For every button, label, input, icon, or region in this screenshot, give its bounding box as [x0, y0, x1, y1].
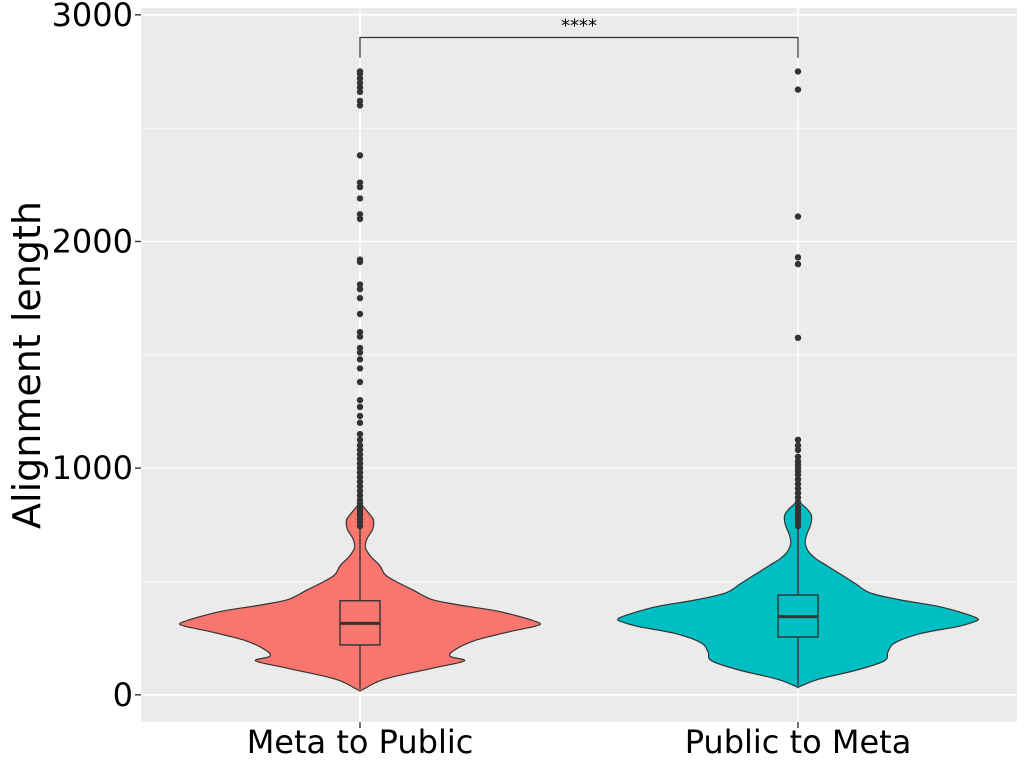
outlier-point: [356, 215, 364, 222]
outlier-point: [356, 483, 364, 490]
outlier-point: [356, 328, 364, 336]
outlier-point: [356, 281, 364, 288]
outlier-point: [794, 86, 802, 93]
outlier-point: [794, 494, 802, 501]
outlier-point: [356, 285, 364, 293]
outlier-point: [794, 480, 802, 488]
outlier-point: [356, 442, 364, 449]
outlier-point: [356, 84, 364, 91]
outlier-point: [794, 458, 802, 465]
bracket-line: [359, 36, 799, 58]
outlier-point: [356, 68, 364, 75]
outlier-point: [794, 68, 802, 75]
outlier-point: [356, 419, 364, 426]
outlier-point: [356, 492, 364, 499]
y-tick-label: 1000: [52, 449, 133, 487]
outlier-point: [794, 213, 802, 220]
outlier-point: [356, 79, 364, 87]
outlier-point: [356, 474, 364, 481]
x-tick-label: Meta to Public: [247, 723, 474, 761]
outlier-point: [356, 152, 364, 159]
y-axis: 0 1000 2000 3000: [52, 0, 141, 714]
outlier-point: [794, 489, 802, 497]
outlier-point: [356, 464, 364, 472]
outlier-point: [356, 487, 364, 494]
outlier-point: [794, 446, 802, 454]
outlier-point: [794, 442, 802, 449]
y-axis-title: Alignment length: [5, 201, 49, 529]
outlier-point: [356, 446, 364, 454]
y-tick-label: 3000: [52, 0, 133, 34]
outlier-point: [794, 485, 802, 492]
outlier-point: [356, 403, 364, 411]
significance-bracket: ****: [359, 15, 799, 58]
outlier-point: [356, 436, 364, 443]
outlier-point: [356, 256, 364, 263]
outlier-point: [794, 498, 802, 506]
outlier-point: [356, 378, 364, 386]
outlier-point: [356, 412, 364, 420]
outlier-point: [356, 496, 364, 504]
outlier-point: [356, 396, 364, 404]
outlier-point: [356, 195, 364, 202]
y-tick-label: 0: [113, 676, 133, 714]
outlier-point: [356, 451, 364, 458]
outlier-point: [794, 254, 802, 261]
outlier-point: [356, 478, 364, 485]
outlier-point: [794, 476, 802, 483]
outlier-point: [356, 344, 364, 352]
outlier-point: [794, 453, 802, 460]
outlier-point: [356, 365, 364, 372]
outlier-point: [356, 183, 364, 191]
y-tick-label: 2000: [52, 222, 133, 260]
x-axis: Meta to Public Public to Meta: [247, 722, 912, 761]
outlier-point: [356, 88, 364, 96]
outlier-point: [794, 334, 802, 341]
significance-label: ****: [561, 15, 597, 36]
outlier-point: [794, 503, 802, 510]
outlier-point: [356, 310, 364, 318]
violins: [179, 68, 979, 692]
outlier-point: [356, 349, 364, 356]
outlier-point: [356, 294, 364, 302]
outlier-point: [356, 356, 364, 363]
x-tick-label: Public to Meta: [685, 723, 912, 761]
outlier-point: [356, 469, 364, 476]
outlier-point: [356, 430, 364, 438]
outlier-point: [356, 97, 364, 105]
outlier-point: [356, 211, 364, 218]
outlier-point: [356, 179, 364, 186]
outlier-point: [356, 455, 364, 463]
outlier-point: [794, 260, 802, 268]
outlier-point: [356, 460, 364, 467]
outlier-point: [356, 333, 364, 340]
outlier-point: [356, 102, 364, 109]
outlier-point: [356, 75, 364, 82]
outlier-point: [794, 436, 802, 443]
